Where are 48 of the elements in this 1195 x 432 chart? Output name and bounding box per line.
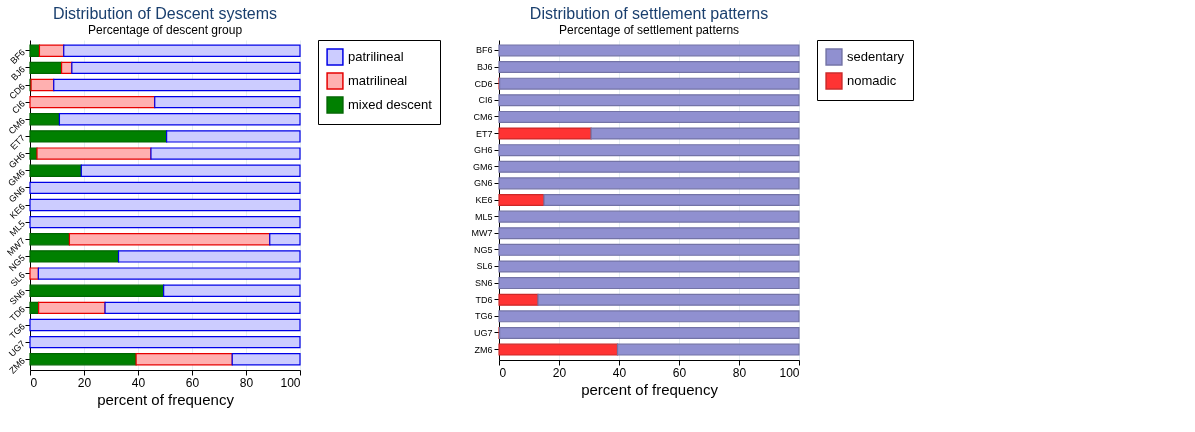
legend-label: matrilineal (348, 73, 408, 88)
chart-title: Distribution of Descent systems (52, 4, 278, 22)
y-tick-label: BJ6 (476, 62, 493, 73)
y-tick-label: GM6 (472, 161, 493, 172)
y-tick-label: NG5 (473, 244, 493, 255)
y-tick-label: KE6 (7, 201, 28, 221)
chart-subtitle: Percentage of settlement patterns (558, 22, 740, 37)
x-axis-title: percent of frequency (581, 380, 719, 398)
y-tick-label: CD6 (474, 78, 493, 89)
y-tick-label: SL6 (8, 270, 28, 289)
y-tick-label: BF6 (475, 45, 493, 56)
x-tick-label: 100 (280, 375, 301, 390)
x-tick-label: 60 (185, 375, 200, 390)
y-tick-label: ET7 (475, 128, 493, 139)
legend-label: mixed descent (348, 97, 433, 112)
y-tick-label: TD6 (7, 304, 28, 324)
y-tick-label: BF6 (8, 47, 28, 66)
y-tick-label: TG6 (7, 321, 28, 341)
x-tick-label: 100 (779, 365, 800, 380)
x-axis-title: percent of frequency (97, 390, 235, 408)
x-tick-label: 0 (499, 365, 507, 380)
y-tick-label: KE6 (475, 195, 493, 205)
y-tick-label: SN6 (474, 278, 493, 289)
x-tick-label: 20 (552, 365, 567, 380)
y-tick-label: ML5 (474, 211, 493, 222)
y-tick-label: TD6 (475, 294, 493, 305)
legend-label: patrilineal (348, 49, 404, 64)
x-tick-label: 80 (732, 365, 747, 380)
x-tick-label: 80 (239, 375, 254, 390)
y-tick-label: GH6 (473, 145, 493, 156)
y-tick-label: MW7 (471, 228, 493, 239)
y-tick-label: ZM6 (474, 344, 493, 355)
legend-label: sedentary (847, 49, 905, 64)
chart-subtitle: Percentage of descent group (87, 22, 243, 37)
y-tick-label: BJ6 (8, 64, 28, 83)
x-tick-label: 0 (30, 375, 38, 390)
x-tick-label: 20 (77, 375, 92, 390)
chart-title: Distribution of settlement patterns (529, 4, 769, 22)
x-tick-label: 40 (131, 375, 146, 390)
y-tick-label: UG7 (473, 327, 493, 338)
x-tick-label: 60 (672, 365, 687, 380)
x-tick-label: 40 (612, 365, 627, 380)
y-tick-label: TG6 (474, 311, 493, 322)
y-tick-label: CI6 (478, 95, 493, 106)
y-tick-label: GN6 (473, 178, 493, 189)
y-tick-label: SL6 (476, 261, 493, 272)
y-tick-label: CM6 (473, 111, 493, 122)
legend-label: nomadic (847, 73, 897, 88)
